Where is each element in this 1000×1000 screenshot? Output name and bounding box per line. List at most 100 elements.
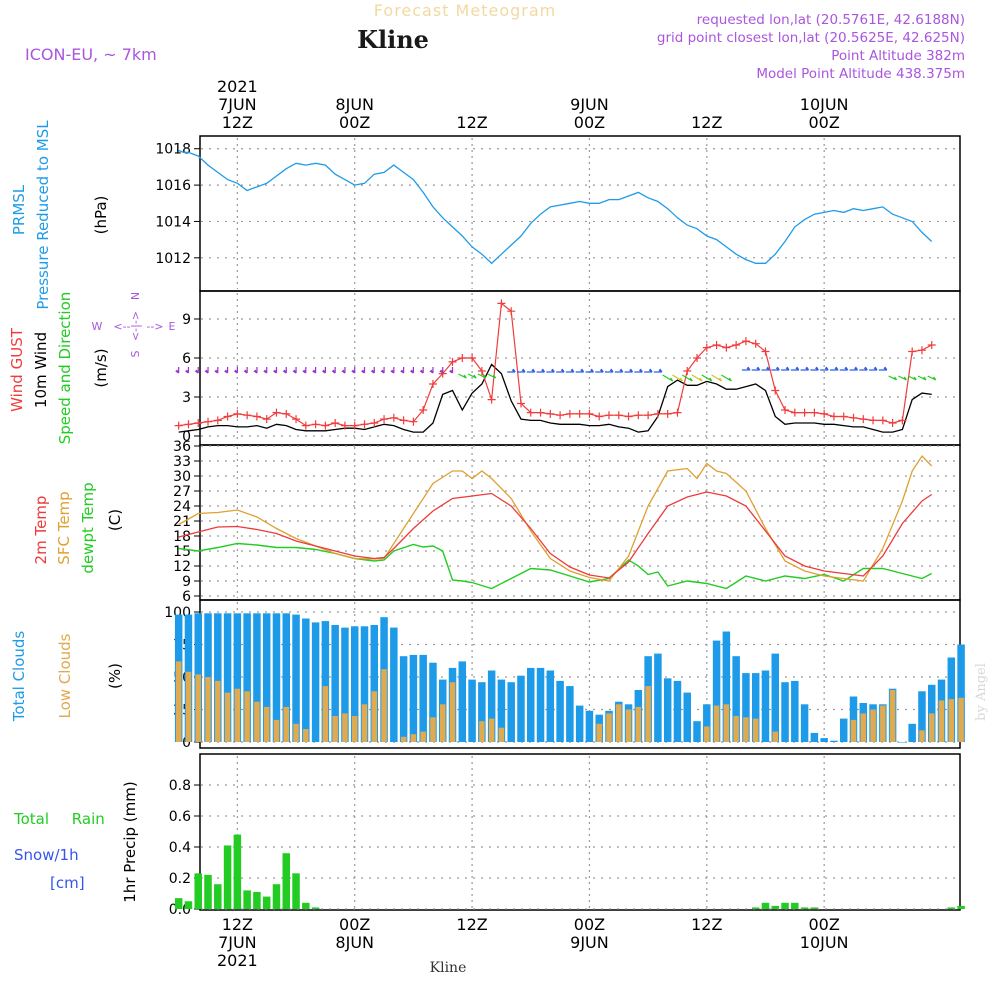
gust-marker (898, 416, 907, 425)
supertitle: Forecast Meteogram (374, 1, 556, 20)
gust-marker (702, 343, 711, 352)
gust-marker (516, 399, 525, 408)
dewpt-line (178, 542, 933, 590)
low-clouds-bar (283, 706, 290, 742)
low-clouds-bar (195, 674, 201, 742)
rain-bar (253, 891, 261, 909)
total-clouds-bar (302, 618, 310, 742)
low-clouds-bar (205, 677, 211, 742)
wind-barb (869, 366, 878, 371)
y-tick-label: 1018 (155, 142, 191, 158)
wind-barb (400, 367, 405, 374)
wind-unit: (m/s) (92, 348, 110, 387)
y-tick-label: 1016 (155, 178, 191, 194)
model-point-altitude: Model Point Altitude 438.375m (756, 66, 965, 82)
gust-marker (380, 415, 389, 424)
total-clouds-bar (546, 670, 555, 742)
low-clouds-bar (234, 688, 241, 742)
rain-bar (302, 902, 310, 909)
wind-barb (605, 368, 614, 373)
precip-bars (174, 834, 965, 909)
gust-marker (262, 415, 271, 424)
rain-bar (761, 902, 770, 909)
total-clouds-bar (683, 692, 691, 742)
wind-barb (741, 366, 751, 371)
total-clouds-bar (223, 613, 232, 742)
total-clouds-bar (575, 705, 584, 742)
wind-barb (361, 367, 366, 374)
wind-barb (711, 374, 723, 382)
gust-marker (849, 413, 858, 422)
low-clouds-bar (713, 705, 720, 742)
low-clouds-bar (430, 717, 436, 742)
total-clouds-bar (654, 653, 662, 742)
gust-marker (301, 421, 310, 430)
gust-marker (399, 416, 408, 425)
low-clouds-bar (244, 691, 250, 742)
total-clouds-bar (458, 661, 467, 742)
wind-barb (312, 367, 317, 374)
wind-barb (634, 368, 643, 373)
total-clouds-bar (272, 613, 281, 742)
bottom-axis-hour: 12Z (222, 915, 253, 934)
gust-marker (605, 411, 613, 420)
wind-barb (351, 367, 356, 374)
total-clouds-bar (497, 679, 506, 742)
wind-barb (273, 367, 278, 374)
y-tick-label: 0.8 (169, 778, 191, 794)
low-clouds-bar (371, 691, 378, 742)
compass-south: S (129, 350, 142, 357)
total-clouds-bar (820, 738, 828, 742)
temperature-panel-frame (199, 444, 961, 601)
rain-bar (204, 874, 212, 909)
low-clouds-bar (439, 704, 446, 742)
sfc-temp-label: SFC Temp (55, 491, 73, 564)
total-clouds-bar (751, 673, 760, 742)
gust-marker (644, 411, 653, 420)
compass-west: W (92, 320, 103, 333)
wind-barb (390, 367, 395, 374)
gust-marker (741, 337, 750, 346)
wind-barb (449, 367, 454, 374)
gust-marker (800, 408, 809, 417)
gust-marker (683, 367, 692, 375)
total-clouds-bar (957, 644, 965, 742)
wind10m-label: 10m Wind (32, 332, 50, 408)
rain-bar (262, 896, 271, 909)
gust-marker (908, 347, 917, 356)
total-clouds-bar (566, 686, 574, 742)
wind-barb (585, 368, 594, 373)
grid-point-location: grid point closest lon,lat (20.5625E, 42… (657, 30, 965, 46)
gust-marker (771, 386, 780, 395)
low-clouds-bar (185, 671, 192, 742)
gust-marker (497, 299, 506, 308)
low-clouds-bar (948, 699, 955, 742)
gust-marker (321, 421, 330, 430)
rain-bar (223, 845, 232, 909)
wind-barb (341, 367, 346, 374)
total-clouds-label: Total Clouds (10, 631, 28, 723)
gust-marker (370, 419, 379, 427)
wind-barb (681, 374, 693, 382)
gust-marker (233, 409, 242, 418)
wind-barb (898, 375, 907, 381)
total-clouds-bar (800, 704, 809, 742)
y-tick-label: 33 (173, 454, 191, 470)
wind-barb (507, 368, 516, 373)
pressure-panel-frame (199, 135, 961, 292)
gust-marker (282, 409, 291, 418)
gust-marker (223, 412, 232, 421)
low-clouds-bar (704, 726, 710, 742)
low-clouds-bar (361, 704, 368, 742)
low-clouds-bar (351, 716, 358, 742)
rain-bar (957, 905, 965, 909)
y-tick-label: 1014 (155, 214, 191, 230)
wind-barb (302, 367, 307, 374)
gust-marker (213, 416, 222, 425)
total-clouds-bar (536, 667, 545, 742)
low-clouds-bar (919, 730, 925, 742)
wind-barb (410, 367, 414, 374)
wind-barb (820, 366, 829, 371)
